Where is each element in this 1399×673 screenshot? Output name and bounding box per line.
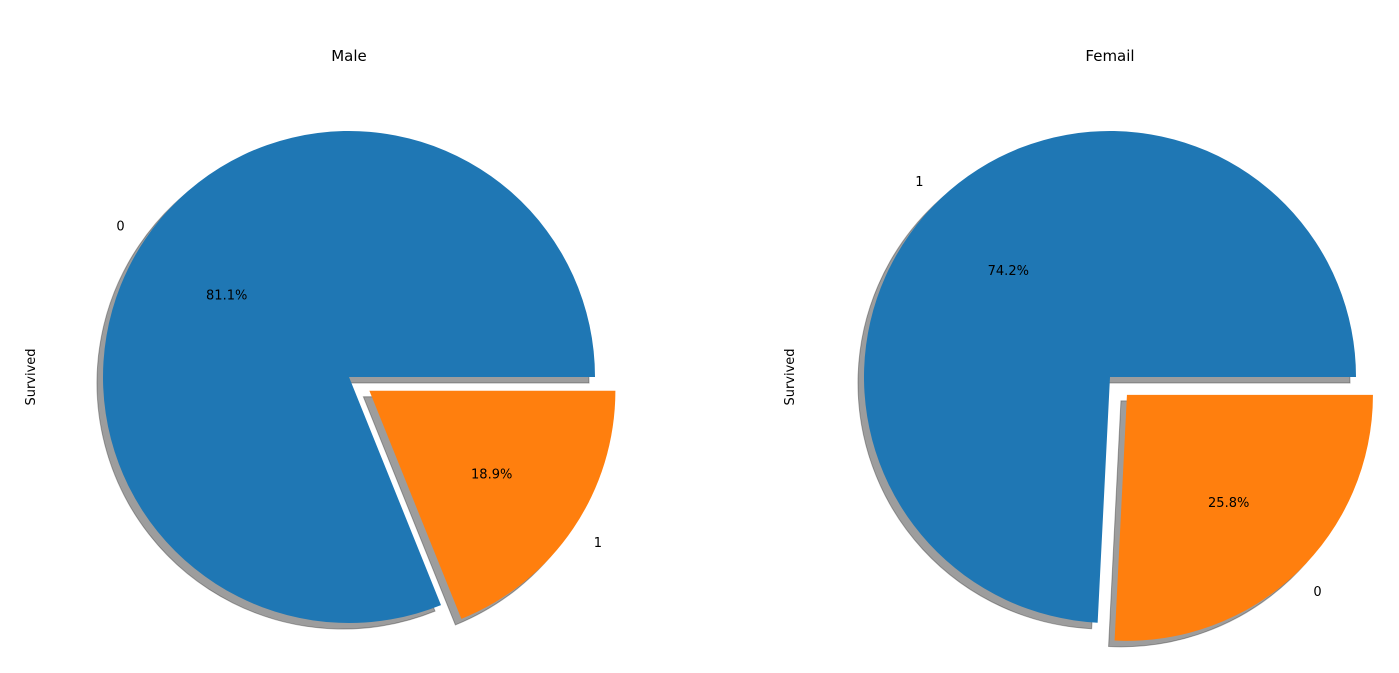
y-axis-label: Survived [783,348,798,405]
slice-category-label: 0 [116,220,124,235]
pie-title: Male [331,47,367,65]
pie-slice-1 [863,131,1356,623]
slice-percentage-label: 81.1% [206,288,247,303]
pie-chart-female: Femail Survived 1 74.2% 0 25.8% [783,47,1373,648]
slice-percentage-label: 18.9% [471,467,512,482]
slices: 1 74.2% 0 25.8% [857,131,1373,648]
y-axis-label: Survived [24,348,39,405]
pie-slice-1 [369,390,616,619]
slice-category-label: 1 [594,536,602,551]
slice-category-label: 1 [915,175,923,190]
slice-percentage-label: 74.2% [988,264,1029,279]
pie-slice-0 [102,130,596,623]
pie-slice-0 [1114,394,1373,641]
pie-chart-male: Male Survived 0 81.1% 1 18.9% [24,47,616,630]
slice-category-label: 0 [1313,585,1321,600]
slices: 0 81.1% 1 18.9% [96,130,616,630]
slice-percentage-label: 25.8% [1208,496,1249,511]
pie-title: Femail [1085,47,1134,65]
